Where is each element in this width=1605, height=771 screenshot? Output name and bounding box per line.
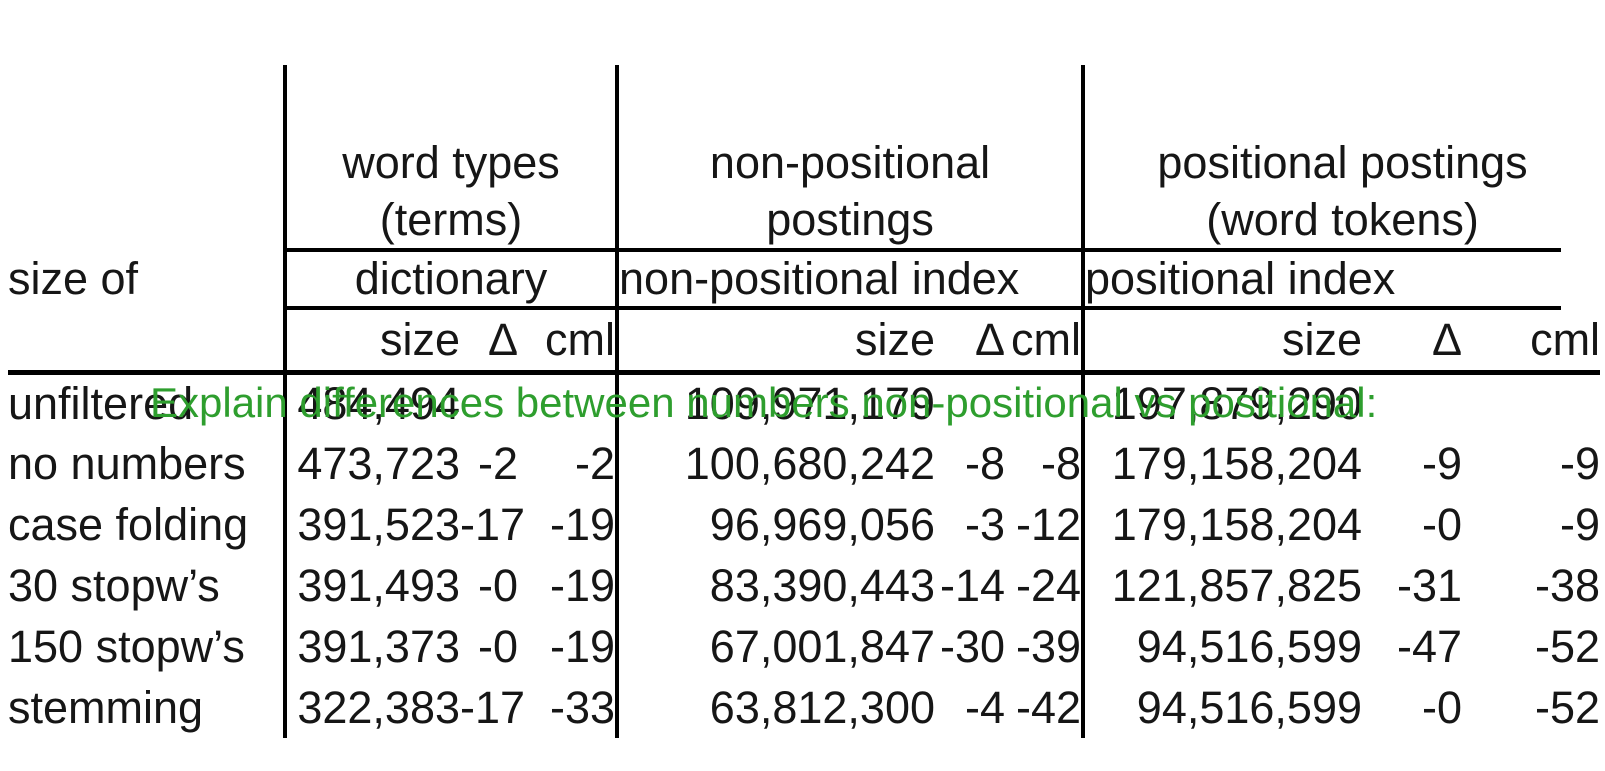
row-label: no numbers xyxy=(8,433,287,494)
pos-cml: -9 xyxy=(1560,437,1601,489)
nonpos-size: 83,390,443 xyxy=(709,559,936,611)
group-title: positional postings xyxy=(1157,137,1528,188)
table-row-case-folding: case folding 391,523 -17 -19 96,969,056 … xyxy=(8,494,1600,555)
corner-cell-empty xyxy=(8,308,287,375)
pos-cml: -52 xyxy=(1535,681,1601,733)
dict-cml: -2 xyxy=(518,433,620,494)
nonpos-delta: -30 xyxy=(939,620,1006,672)
col-header-delta: Δ xyxy=(1362,308,1463,375)
dict-cml: -33 xyxy=(518,677,620,738)
row-label: case folding xyxy=(8,494,287,555)
pos-size: 179,158,204 xyxy=(1111,437,1363,489)
dict-delta: -17 xyxy=(460,498,526,550)
pos-delta: -47 xyxy=(1396,620,1463,672)
pos-size: 94,516,599 xyxy=(1136,681,1363,733)
nonpos-delta: -4 xyxy=(965,681,1006,733)
corner-cell-empty xyxy=(8,65,287,250)
dict-delta: -2 xyxy=(477,437,518,489)
row-label: 30 stopw’s xyxy=(8,555,287,616)
pos-size: 179,158,204 xyxy=(1111,498,1363,550)
dict-cml xyxy=(518,372,620,433)
row-label: stemming xyxy=(8,677,287,738)
nonpos-delta: -14 xyxy=(939,559,1006,611)
col-header-cml: cml xyxy=(1462,308,1601,375)
nonpos-size: 100,680,242 xyxy=(684,437,936,489)
col-header-delta: Δ xyxy=(935,308,1006,375)
table-row-30-stopwords: 30 stopw’s 391,493 -0 -19 83,390,443 -14… xyxy=(8,555,1600,616)
group-title: non-positional xyxy=(709,137,991,188)
dict-size: 391,373 xyxy=(297,620,460,672)
nonpos-cml: -39 xyxy=(1005,616,1086,677)
col-header-size: size xyxy=(1083,308,1363,375)
pos-size: 94,516,599 xyxy=(1136,620,1363,672)
dict-cml: -19 xyxy=(518,494,620,555)
dict-cml: -19 xyxy=(518,616,620,677)
index-label-row: size of dictionary non-positional index … xyxy=(8,250,1601,310)
dict-size: 391,523 xyxy=(297,498,460,550)
nonpos-delta: -8 xyxy=(965,437,1006,489)
index-statistics-table: word types (terms) non-positional postin… xyxy=(8,65,1601,738)
corner-label: size of xyxy=(8,250,287,308)
dict-size: 322,383 xyxy=(297,681,460,733)
dict-delta: -17 xyxy=(460,681,526,733)
group-subtitle: postings xyxy=(766,194,934,245)
group-header-row: word types (terms) non-positional postin… xyxy=(8,65,1601,252)
index-label-dictionary: dictionary xyxy=(285,250,620,310)
pos-size: 121,857,825 xyxy=(1111,559,1363,611)
pos-delta: -0 xyxy=(1422,498,1463,550)
pos-delta: -0 xyxy=(1422,681,1463,733)
dict-size: 391,493 xyxy=(297,559,460,611)
group-subtitle: (word tokens) xyxy=(1206,194,1479,245)
nonpos-size: 96,969,056 xyxy=(709,498,936,550)
nonpos-cml: -24 xyxy=(1005,555,1086,616)
group-subtitle: (terms) xyxy=(379,194,523,245)
nonpos-cml xyxy=(1005,372,1086,433)
nonpos-cml: -12 xyxy=(1005,494,1086,555)
pos-cml: -9 xyxy=(1560,498,1601,550)
col-header-cml: cml xyxy=(1005,308,1086,375)
pos-cml: -38 xyxy=(1535,559,1601,611)
index-label-positional: positional index xyxy=(1083,250,1601,310)
dict-delta: -0 xyxy=(477,620,518,672)
table-row-no-numbers: no numbers 473,723 -2 -2 100,680,242 -8 … xyxy=(8,433,1600,494)
nonpos-size: 67,001,847 xyxy=(709,620,936,672)
table-row-unfiltered: unfiltered 484,494 109,971,179 197,879,2… xyxy=(8,372,1600,433)
pos-delta: -31 xyxy=(1396,559,1463,611)
column-header-row: size Δ cml size Δ cml size Δ cml xyxy=(8,308,1601,375)
green-annotation-text: Explain differences between numbers non-… xyxy=(150,379,1378,426)
table-row-stemming: stemming 322,383 -17 -33 63,812,300 -4 -… xyxy=(8,677,1600,738)
dict-size: 484,494 xyxy=(297,377,460,429)
group-header-non-positional: non-positional postings xyxy=(617,65,1086,252)
row-label: unfiltered xyxy=(8,372,287,433)
dict-cml: -19 xyxy=(518,555,620,616)
index-label-non-positional: non-positional index xyxy=(617,250,1086,310)
col-header-delta: Δ xyxy=(460,308,518,375)
nonpos-size: 109,971,179 xyxy=(684,377,936,429)
dict-delta: -0 xyxy=(477,559,518,611)
dict-size: 473,723 xyxy=(297,437,460,489)
group-header-word-types: word types (terms) xyxy=(285,65,620,252)
col-header-cml: cml xyxy=(518,308,620,375)
table-row-150-stopwords: 150 stopw’s 391,373 -0 -19 67,001,847 -3… xyxy=(8,616,1600,677)
group-title: word types xyxy=(342,137,560,188)
nonpos-delta: -3 xyxy=(965,498,1006,550)
nonpos-cml: -8 xyxy=(1005,433,1086,494)
nonpos-size: 63,812,300 xyxy=(709,681,936,733)
pos-delta: -9 xyxy=(1422,437,1463,489)
nonpos-cml: -42 xyxy=(1005,677,1086,738)
pos-cml: -52 xyxy=(1535,620,1601,672)
pos-cml xyxy=(1462,372,1600,433)
pos-size: 197,879,290 xyxy=(1111,377,1363,429)
col-header-size: size xyxy=(617,308,936,375)
row-label: 150 stopw’s xyxy=(8,616,287,677)
col-header-size: size xyxy=(285,308,460,375)
header-rule-trim xyxy=(1561,243,1605,317)
group-header-positional: positional postings (word tokens) xyxy=(1083,65,1601,252)
